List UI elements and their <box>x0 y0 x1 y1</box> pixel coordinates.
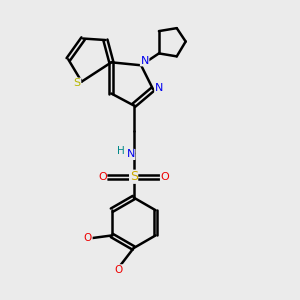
Text: N: N <box>155 82 163 93</box>
Text: O: O <box>84 233 92 243</box>
Text: H: H <box>117 146 125 157</box>
Text: O: O <box>160 172 169 182</box>
Text: N: N <box>127 149 135 160</box>
Text: O: O <box>115 265 123 275</box>
Text: O: O <box>98 172 107 182</box>
Text: S: S <box>130 170 138 183</box>
Text: S: S <box>74 78 81 88</box>
Text: N: N <box>140 56 149 66</box>
